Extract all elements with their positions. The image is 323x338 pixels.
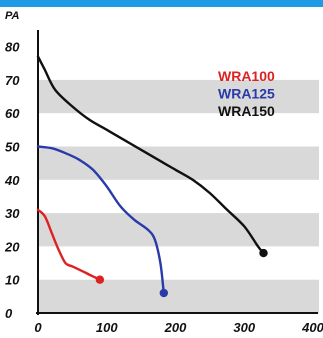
y-tick-label: 30: [5, 206, 20, 221]
series-endpoint-wra150: [259, 248, 268, 258]
x-tick-labels: 0 100 200 300 400: [34, 320, 323, 335]
y-axis-label: PA: [5, 10, 20, 22]
chart-axes: [36, 30, 318, 315]
legend-entry-wra100: WRA100: [218, 68, 275, 84]
y-tick-label: 40: [4, 173, 20, 188]
y-tick-label: 70: [5, 73, 20, 88]
grid-band: [38, 79, 319, 114]
legend-entry-wra150: WRA150: [218, 103, 275, 119]
chart-series: [36, 55, 268, 298]
series-line-wra100: [36, 208, 102, 281]
y-tick-label: 10: [5, 273, 20, 288]
y-tick-label: 0: [5, 306, 13, 321]
x-tick-label: 200: [164, 320, 187, 335]
series-endpoint-wra100: [95, 275, 105, 284]
grid-band: [38, 279, 319, 313]
y-tick-label: 80: [5, 40, 20, 55]
legend-entry-wra125: WRA125: [218, 86, 275, 102]
y-tick-label: 50: [5, 140, 20, 155]
x-tick-label: 100: [96, 320, 118, 335]
grid-band: [38, 213, 319, 247]
chart-bands: [38, 79, 319, 313]
series-endpoint-wra125: [159, 288, 169, 298]
y-tick-label: 20: [4, 239, 20, 254]
x-tick-label: 0: [34, 320, 42, 335]
x-tick-label: 400: [301, 320, 323, 335]
series-line-wra150: [36, 55, 265, 255]
y-tick-labels: 0 10 20 30 40 50 60 70 80: [4, 40, 20, 321]
y-tick-label: 60: [5, 106, 20, 121]
grid-band: [38, 146, 319, 180]
accent-bar: [0, 0, 323, 7]
x-tick-label: 300: [233, 320, 255, 335]
series-line-wra125: [36, 145, 165, 295]
